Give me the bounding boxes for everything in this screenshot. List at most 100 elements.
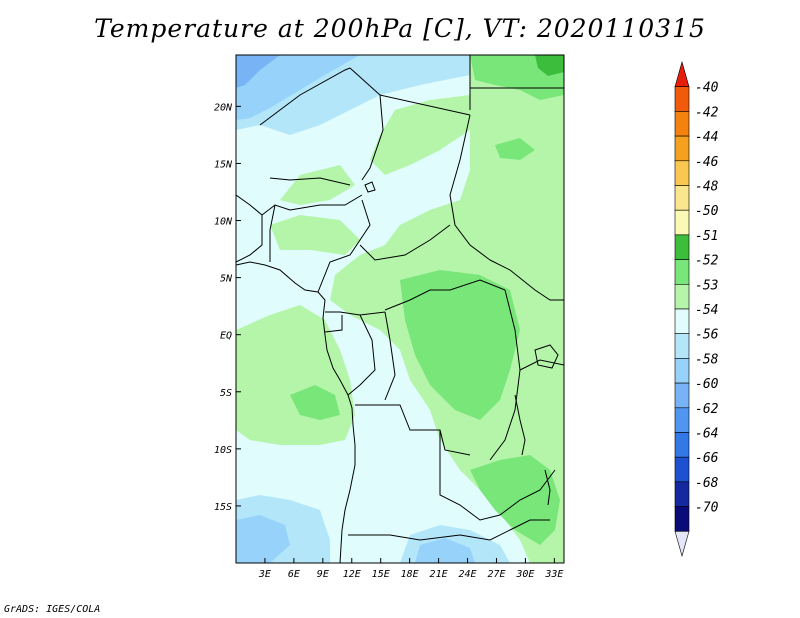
colorbar-swatch — [674, 234, 690, 260]
lon-tick-label: 33E — [544, 569, 563, 580]
lat-tick-label: 10S — [214, 445, 232, 456]
colorbar-label: -44 — [695, 130, 718, 145]
contour-fill-minus62 — [236, 55, 280, 88]
lake-chad — [364, 181, 376, 193]
colorbar-swatch — [674, 407, 690, 433]
grads-credit: GrADS: IGES/COLA — [4, 604, 101, 615]
colorbar-label: -66 — [695, 451, 719, 466]
colorbar-swatch — [674, 530, 690, 558]
colorbar-label: -54 — [695, 303, 718, 318]
colorbar: -40 -42 -44 -46 -48 -50 -51 -52 -53 -54 -56 -58 -60 -… — [674, 60, 719, 558]
colorbar-label: -56 — [695, 328, 719, 343]
border-gabon — [324, 315, 343, 333]
border-mali-niger — [269, 177, 351, 186]
colorbar-swatch — [674, 481, 690, 507]
map-frame — [235, 54, 565, 564]
colorbar-label: -53 — [695, 278, 718, 293]
contour-fill-minus60 — [236, 55, 360, 120]
border-sudan-south — [489, 259, 564, 301]
colorbar-label: -51 — [695, 229, 718, 244]
coastline — [236, 261, 356, 563]
colorbar-swatch — [674, 185, 690, 211]
political-borders — [236, 55, 564, 563]
contour-fill-minus52-ne — [535, 55, 564, 76]
colorbar-swatch — [674, 308, 690, 335]
colorbar-label: -52 — [695, 254, 719, 269]
border-niger-libya — [349, 67, 381, 96]
colorbar-label: -62 — [695, 402, 719, 417]
colorbar-swatch — [674, 283, 690, 310]
lon-tick-label: 3E — [258, 569, 271, 580]
colorbar-swatch — [674, 60, 690, 87]
border-nigeria-north — [289, 194, 363, 211]
colorbar-swatch — [674, 333, 690, 359]
colorbar-swatch — [674, 432, 690, 458]
lon-tick-label: 6E — [288, 569, 300, 580]
lat-tick-label: 10N — [214, 217, 233, 228]
contour-fill-minus58-south2 — [415, 538, 475, 563]
contour-fill-minus53-small — [495, 138, 535, 160]
latitude-axis: 20N 15N 10N 5N EQ 5S 10S 15S — [214, 102, 241, 513]
border-angola-namibia — [348, 534, 461, 541]
contour-fill-minus54-north — [370, 95, 470, 175]
colorbar-label: -46 — [695, 155, 719, 170]
colorbar-swatch — [674, 209, 690, 236]
colorbar-swatch — [674, 135, 690, 162]
colorbar-swatch — [674, 506, 690, 532]
lon-tick-label: 24E — [458, 569, 476, 580]
colorbar-label: -58 — [695, 352, 719, 367]
lake-victoria — [534, 344, 559, 369]
lat-tick-label: 5S — [220, 388, 232, 399]
colorbar-swatch — [674, 259, 690, 285]
contour-fill-minus58-south — [236, 515, 290, 563]
border-chad-sudan — [449, 114, 491, 261]
colorbar-label: -40 — [695, 81, 719, 96]
border-tanzania — [519, 359, 564, 371]
colorbar-label: -50 — [695, 204, 719, 219]
lat-tick-label: 15N — [214, 159, 233, 170]
colorbar-swatch — [674, 86, 690, 112]
lon-tick-label: 18E — [401, 569, 419, 580]
longitude-axis: 3E 6E 9E 12E 15E 18E 21E 24E 27E 30E 33E — [258, 558, 563, 580]
lat-tick-label: 5N — [220, 274, 233, 285]
border-zambia-south — [459, 519, 550, 541]
colorbar-label: -70 — [695, 501, 719, 516]
lat-tick-label: 15S — [214, 502, 232, 513]
lon-tick-label: 30E — [515, 569, 534, 580]
colorbar-label: -68 — [695, 476, 719, 491]
colorbar-label: -60 — [695, 377, 719, 392]
contour-fill-minus54-west — [270, 215, 360, 255]
lon-tick-label: 15E — [372, 569, 390, 580]
lon-tick-label: 9E — [317, 569, 329, 580]
border-nigeria-cameroon — [317, 199, 371, 293]
border-drc-angola — [355, 404, 471, 456]
colorbar-swatch — [674, 358, 690, 384]
border-congo — [347, 314, 376, 396]
lat-tick-label: 20N — [214, 102, 233, 113]
lon-tick-label: 12E — [343, 569, 361, 580]
colorbar-swatch — [674, 382, 690, 409]
colorbar-swatch — [674, 160, 690, 186]
contour-fill-minus53-central — [400, 270, 520, 420]
lon-tick-label: 21E — [430, 569, 448, 580]
border-west-africa — [236, 194, 263, 263]
temperature-field — [236, 55, 564, 563]
border-libya-chad — [379, 94, 471, 116]
border-angola-zambia — [439, 430, 501, 521]
border-cameroon-south — [325, 311, 386, 316]
border-niger-chad — [361, 94, 384, 181]
lon-tick-label: 27E — [487, 569, 505, 580]
border-benin — [269, 204, 276, 262]
contour-fill-minus53-se — [470, 455, 560, 545]
border-drc-east — [489, 289, 521, 461]
map-title: Temperature at 200hPa [C], VT: 202011031… — [94, 14, 706, 43]
contour-fill-minus53-sw — [290, 385, 340, 420]
border-chad-car — [359, 224, 451, 261]
colorbar-label: -48 — [695, 180, 719, 195]
colorbar-label: -42 — [695, 105, 719, 120]
lat-tick-label: EQ — [220, 331, 232, 342]
colorbar-label: -64 — [695, 427, 718, 442]
colorbar-swatch — [674, 456, 690, 483]
lake-malawi — [544, 469, 551, 506]
